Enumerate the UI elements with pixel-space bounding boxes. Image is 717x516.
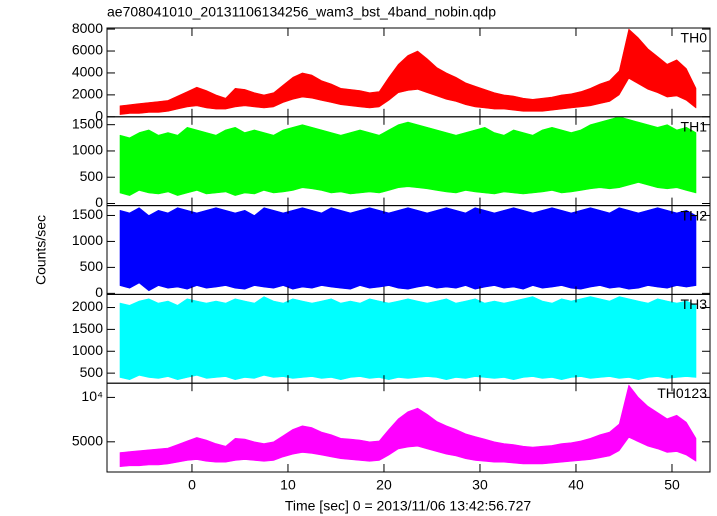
x-tick-label: 40 bbox=[568, 477, 584, 493]
y-tick-label: 1500 bbox=[72, 206, 103, 222]
y-tick-label: 8000 bbox=[72, 20, 103, 36]
y-tick-label: 0 bbox=[95, 284, 103, 300]
panel-label: TH3 bbox=[681, 296, 708, 312]
y-tick-label: 5000 bbox=[72, 433, 103, 449]
y-tick-label: 1500 bbox=[72, 115, 103, 131]
panel-label: TH1 bbox=[681, 119, 708, 135]
range-band bbox=[119, 116, 697, 196]
y-tick-label: 6000 bbox=[72, 42, 103, 58]
y-axis-label: Counts/sec bbox=[33, 215, 49, 285]
y-tick-label: 1000 bbox=[72, 232, 103, 248]
y-tick-label: 500 bbox=[80, 364, 104, 380]
y-tick-label: 1500 bbox=[72, 320, 103, 336]
y-tick-label: 4000 bbox=[72, 64, 103, 80]
range-band bbox=[119, 207, 697, 292]
x-tick-label: 20 bbox=[376, 477, 392, 493]
panel-frame bbox=[106, 382, 711, 473]
range-band bbox=[119, 296, 697, 381]
y-tick-label: 10⁴ bbox=[81, 388, 103, 404]
range-band bbox=[119, 28, 697, 115]
x-tick-label: 30 bbox=[472, 477, 488, 493]
panel-label: TH0 bbox=[681, 30, 708, 46]
panel-label: TH2 bbox=[681, 207, 708, 223]
y-tick-label: 500 bbox=[80, 258, 104, 274]
y-tick-label: 1000 bbox=[72, 342, 103, 358]
x-tick-label: 10 bbox=[280, 477, 296, 493]
y-tick-label: 0 bbox=[95, 108, 103, 124]
x-axis-label: Time [sec] 0 = 2013/11/06 13:42:56.727 bbox=[285, 498, 532, 514]
y-tick-label: 500 bbox=[80, 168, 104, 184]
chart-title: ae708041010_20131106134256_wam3_bst_4ban… bbox=[107, 4, 496, 20]
y-tick-label: 2000 bbox=[72, 298, 103, 314]
x-tick-label: 50 bbox=[664, 477, 680, 493]
y-tick-label: 2000 bbox=[72, 86, 103, 102]
y-tick-label: 0 bbox=[95, 194, 103, 210]
range-band bbox=[119, 384, 697, 468]
y-tick-label: 1000 bbox=[72, 142, 103, 158]
panel-label: TH0123 bbox=[657, 385, 707, 401]
x-tick-label: 0 bbox=[188, 477, 196, 493]
